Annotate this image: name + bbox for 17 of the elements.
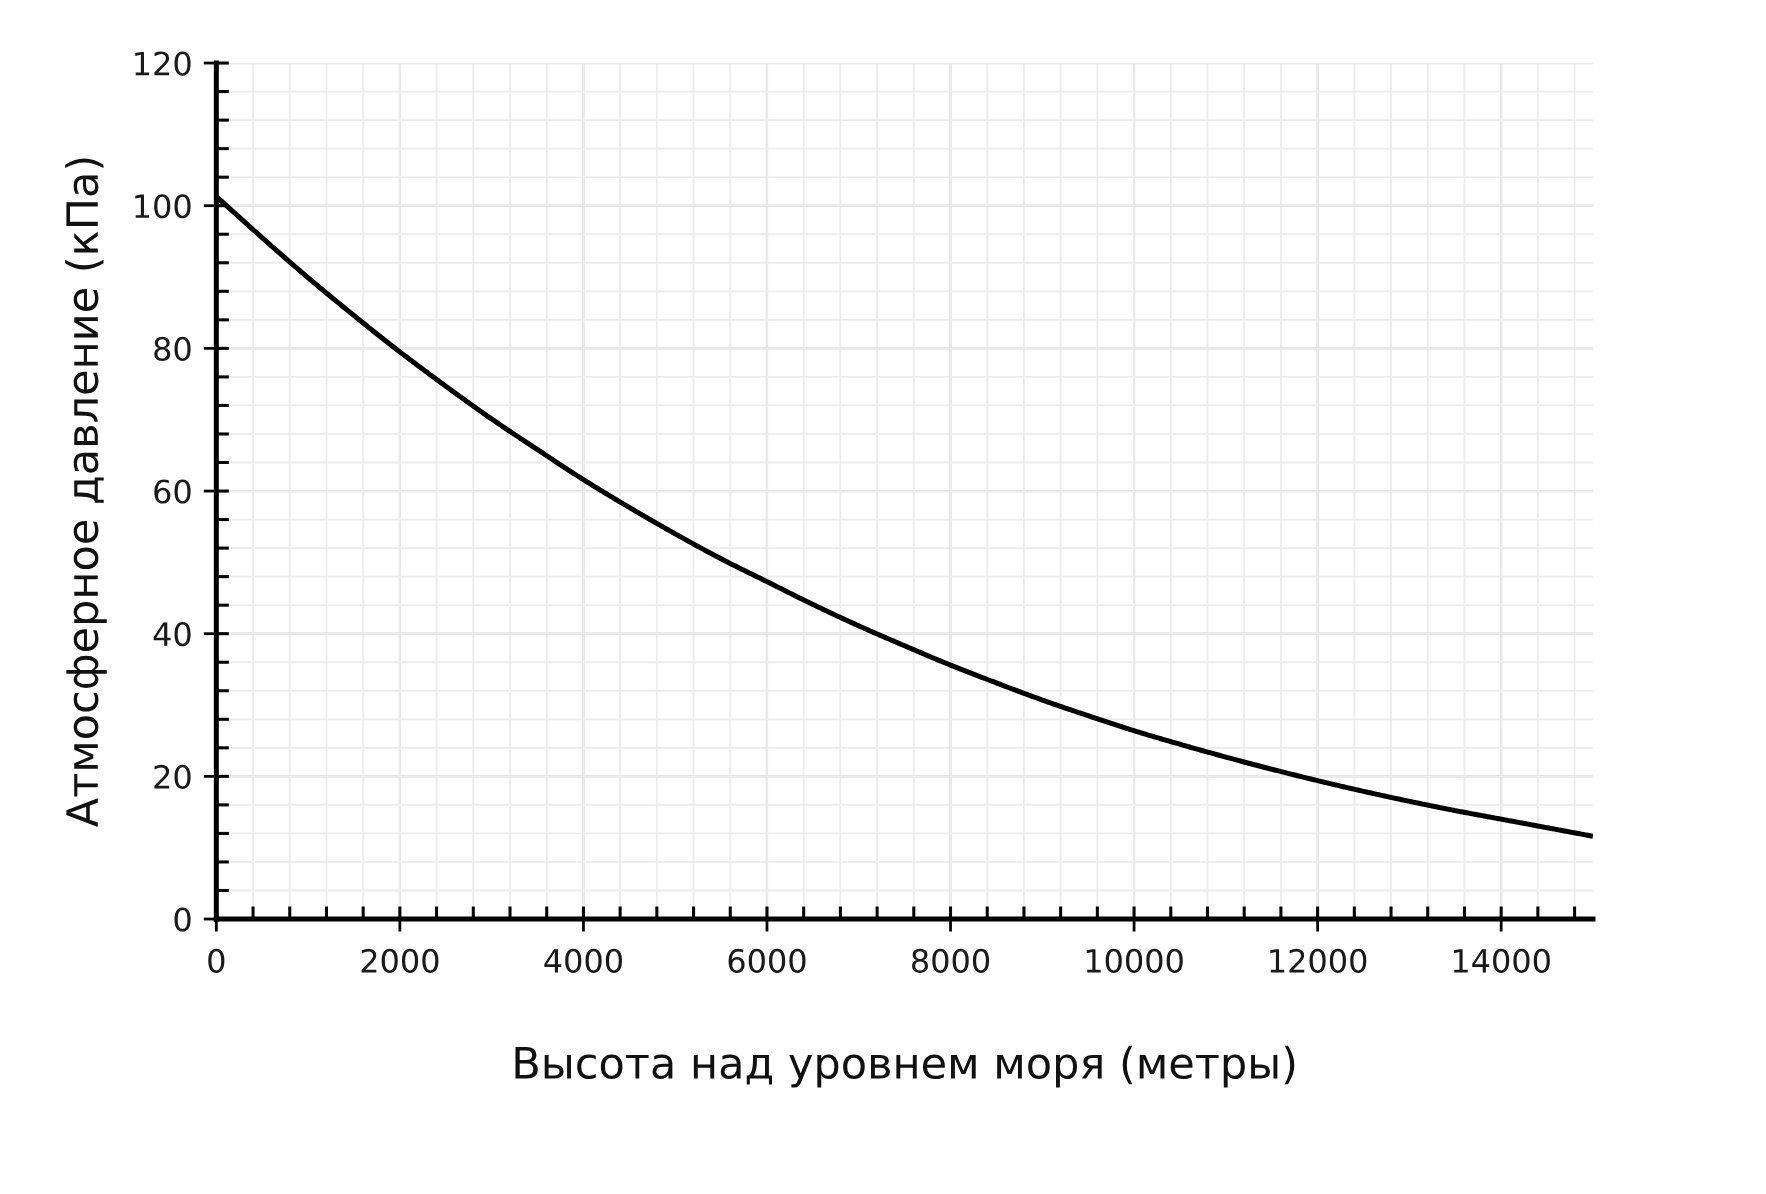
- y-tick-label: 120: [135, 51, 191, 76]
- x-tick-label: 14000: [1453, 948, 1550, 973]
- x-tick-label: 2000: [361, 948, 439, 973]
- x-tick-label: 6000: [728, 948, 806, 973]
- y-tick-label: 60: [154, 479, 191, 504]
- x-tick-label: 10000: [1086, 948, 1183, 973]
- x-tick-label: 12000: [1270, 948, 1367, 973]
- x-tick-label: 0: [208, 948, 225, 973]
- y-tick-label: 80: [154, 336, 191, 361]
- x-tick-label: 4000: [544, 948, 622, 973]
- y-tick-label: 100: [135, 194, 191, 219]
- y-tick-label: 40: [153, 622, 191, 647]
- y-tick-label: 20: [154, 764, 191, 789]
- x-axis-title: Высота над уровнем моря (метры): [515, 1045, 1295, 1088]
- y-tick-label: 0: [174, 907, 191, 932]
- y-axis-title: Атмосферное давление (кПа): [65, 158, 107, 827]
- x-tick-label: 8000: [912, 948, 990, 973]
